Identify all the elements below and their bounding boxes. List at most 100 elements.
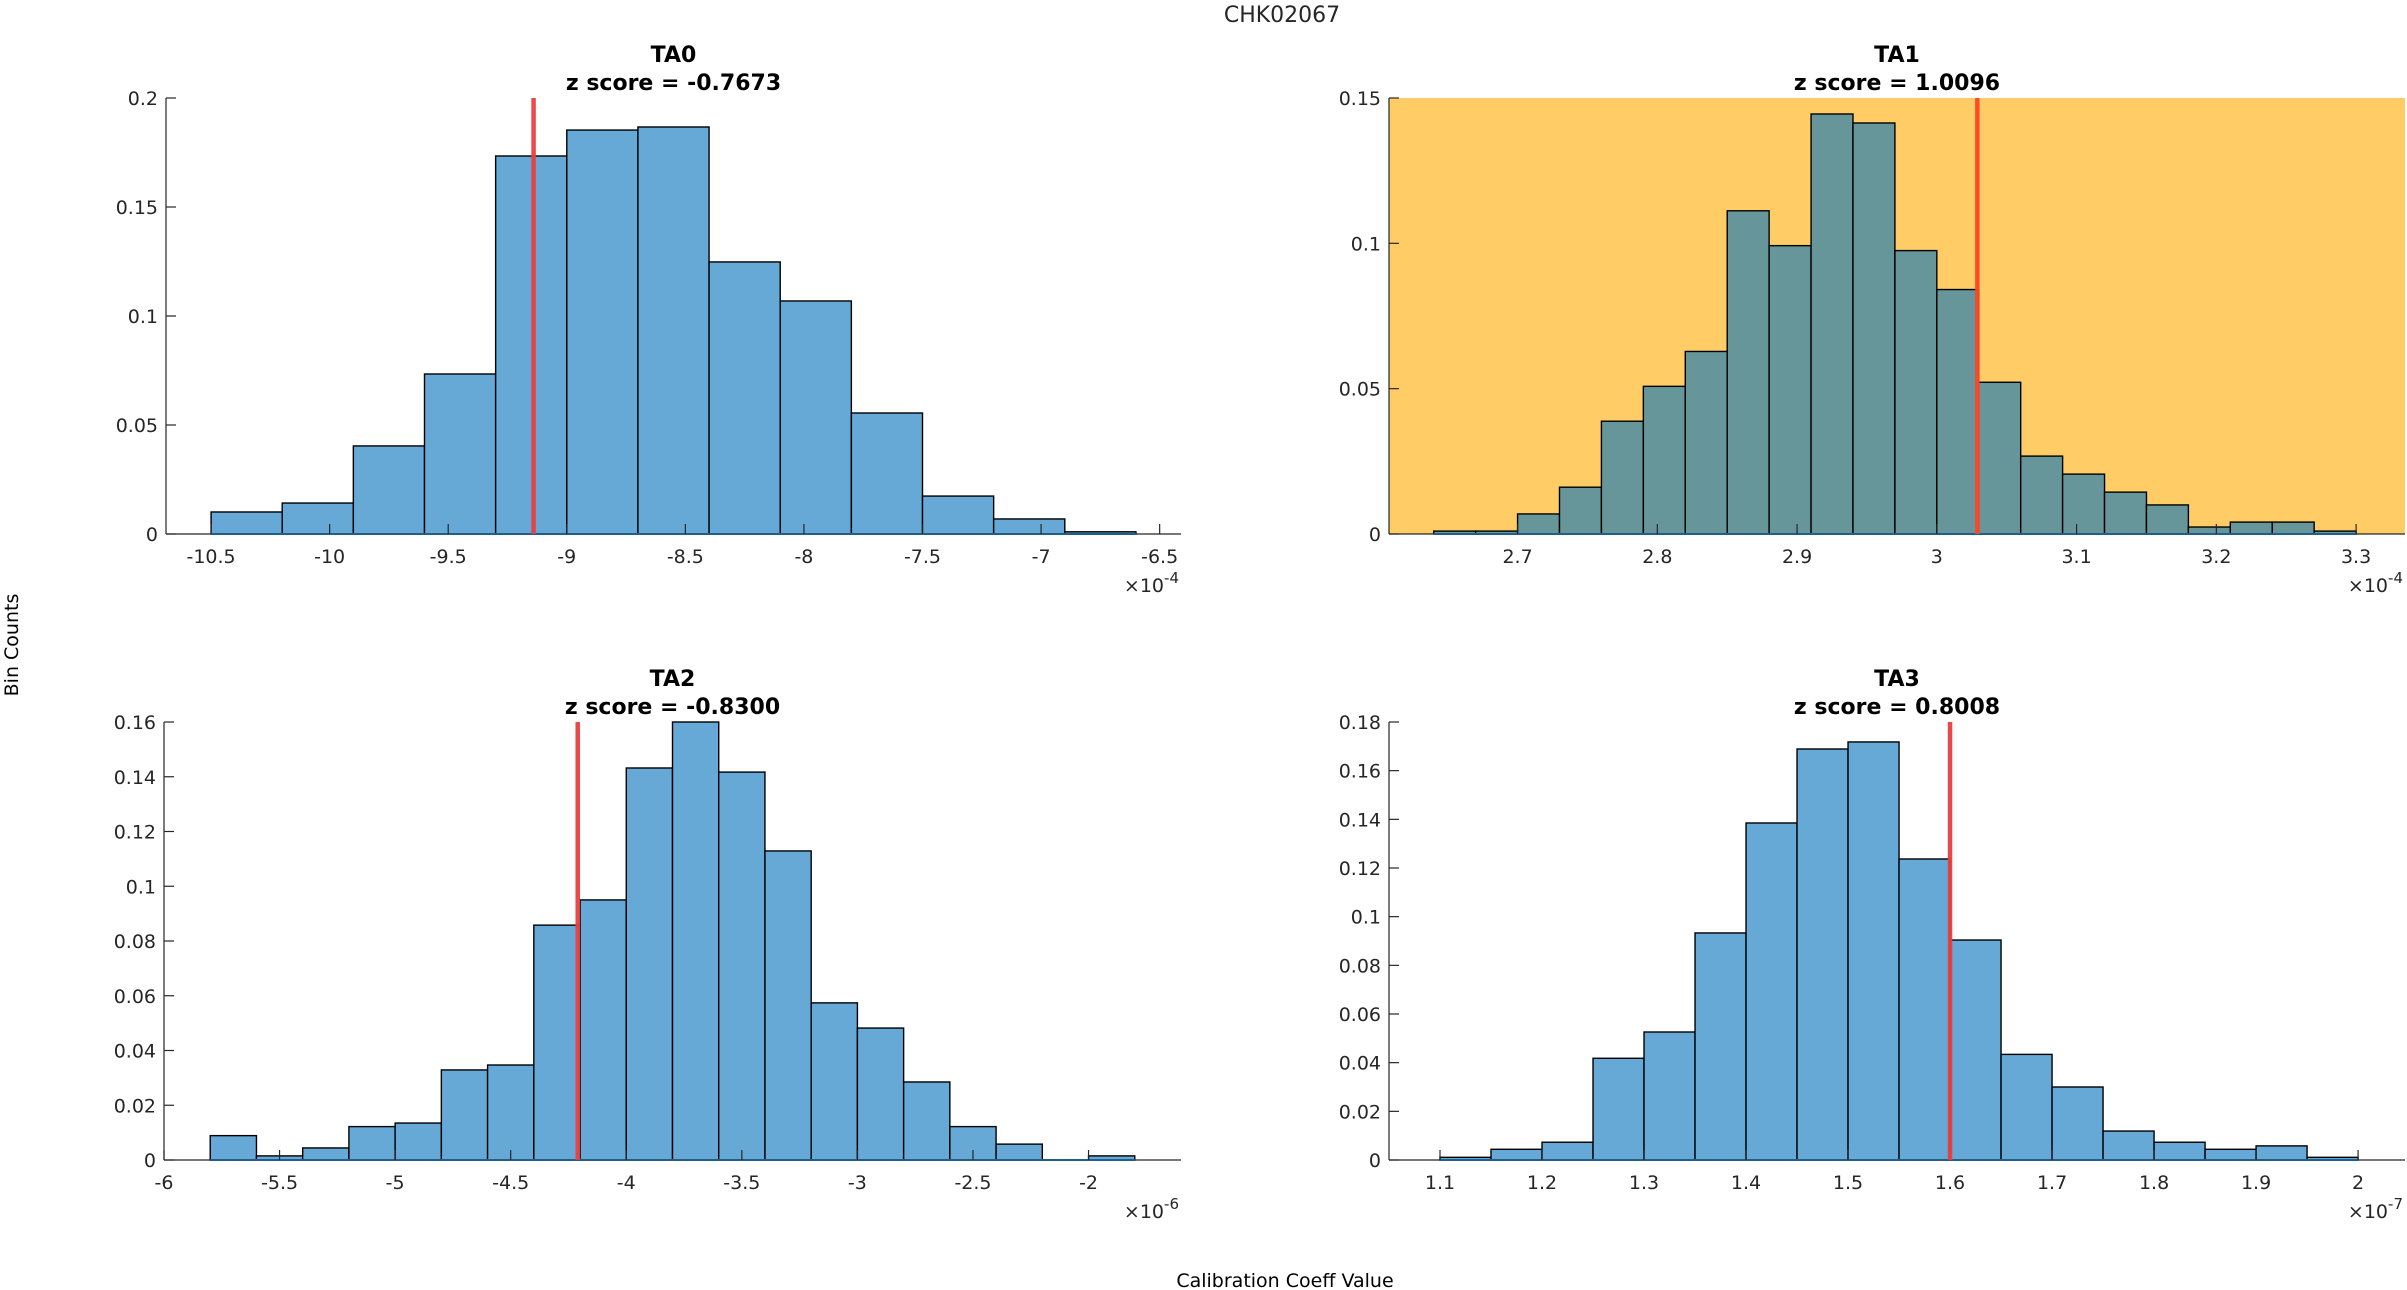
histogram-bar bbox=[2255, 1145, 2308, 1161]
figure-xlabel: Calibration Coeff Value bbox=[1176, 1270, 1393, 1290]
x-exponent-power: -4 bbox=[1164, 569, 1179, 587]
x-tick-label: 3 bbox=[1931, 546, 1943, 568]
histogram-bar bbox=[1949, 939, 2002, 1161]
x-tick-label: -2.5 bbox=[954, 1172, 991, 1194]
histogram-bar bbox=[2153, 1141, 2206, 1161]
x-tick-label: 2.7 bbox=[1502, 546, 1532, 568]
histogram-bar bbox=[1558, 486, 1603, 535]
subplot-ta3: 0 0.02 0.04 0.06 0.08 0.1 0.12 0.14 0.16 0.18 1.1 1… bbox=[1339, 667, 2405, 1223]
subplot-title: TA2 bbox=[650, 667, 696, 692]
histogram-bar bbox=[1852, 122, 1896, 535]
histogram-bar bbox=[718, 771, 766, 1161]
x-tick-label: 1.2 bbox=[1527, 1172, 1557, 1194]
y-tick-label: 0.04 bbox=[114, 1041, 156, 1063]
subplot-zscore-subtitle: z score = 0.8008 bbox=[1794, 695, 2000, 720]
y-tick-label: 0.06 bbox=[114, 986, 156, 1008]
histogram-bar bbox=[902, 1081, 951, 1161]
y-tick-label: 0.1 bbox=[126, 876, 156, 898]
subplot-title: TA3 bbox=[1874, 667, 1920, 692]
y-tick-label: 0.14 bbox=[114, 767, 156, 789]
subplot-zscore-subtitle: z score = -0.7673 bbox=[566, 71, 781, 96]
x-tick-label: -9 bbox=[557, 546, 576, 568]
histogram-bar bbox=[394, 1122, 443, 1161]
histogram-bar bbox=[348, 1125, 396, 1161]
histogram-bar bbox=[856, 1027, 905, 1161]
y-tick-label: 0.2 bbox=[128, 88, 158, 110]
y-tick-label: 0.12 bbox=[114, 822, 156, 844]
y-tick-label: 0.16 bbox=[1339, 761, 1381, 783]
histogram-bar bbox=[566, 129, 639, 535]
histogram-bar bbox=[1516, 513, 1561, 535]
histogram-bar bbox=[533, 924, 581, 1161]
subplot-zscore-subtitle: z score = 1.0096 bbox=[1794, 71, 2000, 96]
y-tick-label: 0.15 bbox=[1339, 88, 1381, 110]
x-tick-label: -8 bbox=[794, 546, 813, 568]
subplot-ta1: 00.050.10.152.7 2.8 2.9 3 3.1 3.2 3.3×10-4TA1z… bbox=[1339, 43, 2405, 597]
y-tick-label: 0 bbox=[146, 524, 158, 546]
histogram-bar bbox=[1642, 385, 1686, 535]
histogram-bar bbox=[423, 373, 497, 535]
subplot-zscore-subtitle: z score = -0.8300 bbox=[565, 695, 780, 720]
histogram-bar bbox=[1726, 210, 1770, 535]
x-tick-label: 1.6 bbox=[1935, 1172, 1965, 1194]
histogram-bar bbox=[1768, 244, 1812, 535]
y-tick-label: 0.06 bbox=[1339, 1004, 1381, 1026]
histogram-bar bbox=[301, 1147, 350, 1161]
x-tick-label: 1.3 bbox=[1629, 1172, 1659, 1194]
x-tick-label: -2 bbox=[1079, 1172, 1098, 1194]
histogram-bar bbox=[579, 899, 627, 1161]
x-tick-label: 1.9 bbox=[2241, 1172, 2271, 1194]
x-tick-label: 1.1 bbox=[1425, 1172, 1455, 1194]
x-tick-label: -9.5 bbox=[430, 546, 467, 568]
x-exponent-power: -7 bbox=[2388, 1195, 2403, 1213]
y-tick-label: 0.08 bbox=[1339, 955, 1381, 977]
histogram-bar bbox=[2061, 473, 2106, 535]
y-tick-label: 0.02 bbox=[114, 1095, 156, 1117]
histogram-bar bbox=[1694, 932, 1747, 1161]
y-tick-label: 0.15 bbox=[116, 197, 158, 219]
x-tick-label: 2 bbox=[2352, 1172, 2364, 1194]
x-tick-label: -5 bbox=[386, 1172, 405, 1194]
histogram-bar bbox=[486, 1064, 535, 1161]
histogram-bar bbox=[992, 518, 1066, 535]
histogram-bar bbox=[281, 502, 355, 535]
y-tick-label: 0.14 bbox=[1339, 809, 1381, 831]
x-tick-label: 1.4 bbox=[1731, 1172, 1761, 1194]
y-tick-label: 0.1 bbox=[128, 306, 158, 328]
histogram-bar bbox=[1490, 1148, 1543, 1161]
y-tick-label: 0.1 bbox=[1351, 233, 1381, 255]
x-exponent-base: ×10 bbox=[2348, 1201, 2388, 1223]
subplot-title: TA0 bbox=[651, 43, 697, 68]
histogram-bar bbox=[2187, 526, 2232, 535]
x-tick-label: 3.2 bbox=[2201, 546, 2231, 568]
y-tick-label: 0.16 bbox=[114, 712, 156, 734]
x-tick-label: -4.5 bbox=[492, 1172, 529, 1194]
x-tick-label: -10 bbox=[314, 546, 345, 568]
histogram-bar bbox=[764, 850, 812, 1161]
histogram-bar bbox=[625, 767, 674, 1161]
x-exponent-base: ×10 bbox=[2348, 575, 2388, 597]
y-tick-label: 0.02 bbox=[1339, 1101, 1381, 1123]
y-tick-label: 0.18 bbox=[1339, 712, 1381, 734]
x-tick-label: -5.5 bbox=[261, 1172, 298, 1194]
histogram-bar bbox=[494, 155, 568, 535]
histogram-bar bbox=[209, 1134, 258, 1161]
histogram-bar bbox=[1745, 822, 1798, 1161]
x-tick-label: -3 bbox=[848, 1172, 867, 1194]
histogram-bar bbox=[637, 126, 710, 535]
x-exponent-label: ×10-6 bbox=[1124, 1195, 1179, 1223]
histogram-bar bbox=[1894, 249, 1938, 535]
histogram-bar bbox=[1684, 350, 1728, 535]
histogram-bar bbox=[850, 412, 924, 535]
histogram-bar bbox=[779, 300, 853, 535]
histogram-bar bbox=[2019, 455, 2064, 535]
x-tick-label: -3.5 bbox=[723, 1172, 760, 1194]
histogram-bar bbox=[2103, 491, 2148, 535]
y-tick-label: 0 bbox=[1369, 524, 1381, 546]
x-tick-label: -6 bbox=[155, 1172, 174, 1194]
y-tick-label: 0.1 bbox=[1351, 907, 1381, 929]
figure-ylabel: Bin Counts bbox=[1, 594, 23, 697]
x-exponent-base: ×10 bbox=[1124, 575, 1164, 597]
subplot-title: TA1 bbox=[1874, 43, 1920, 68]
x-exponent-power: -4 bbox=[2388, 569, 2403, 587]
